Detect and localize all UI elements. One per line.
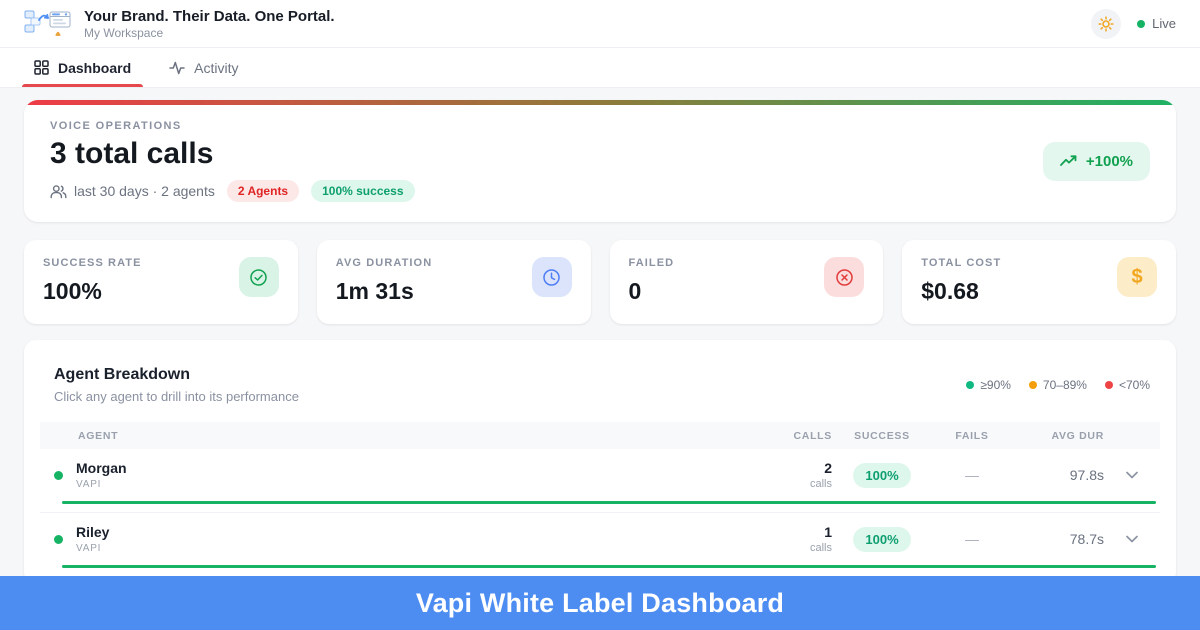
legend-dot-amber-icon [1028, 381, 1037, 389]
theme-toggle-button[interactable] [1091, 8, 1122, 39]
activity-icon [169, 61, 185, 75]
sun-icon [1098, 15, 1114, 32]
col-agent: AGENT [78, 429, 119, 442]
success-progress-bar [62, 501, 1156, 504]
grid-icon [34, 60, 49, 75]
stat-value: 1m 31s [335, 278, 414, 304]
col-success: SUCCESS [854, 429, 910, 442]
trending-up-icon [1059, 155, 1077, 167]
stat-label: TOTAL COST [921, 257, 1002, 269]
tab-bar: Dashboard Activity [0, 48, 1200, 88]
calls-count: 1 [824, 523, 832, 540]
agent-status-dot-icon [54, 470, 63, 480]
chevron-down-icon[interactable] [1104, 530, 1160, 548]
hero-meta-text: last 30 days · 2 agents [74, 183, 215, 199]
legend-dot-green-icon [966, 381, 975, 389]
success-legend: ≥90% 70–89% <70% [966, 378, 1150, 392]
legend-item-red: <70% [1104, 378, 1150, 392]
table-row[interactable]: Riley VAPI 1 calls 100% — 78.7s [40, 513, 1160, 568]
col-calls: CALLS [793, 429, 832, 442]
agent-breakdown-title: Agent Breakdown [54, 366, 191, 383]
row-divider [40, 512, 1160, 513]
top-bar: Your Brand. Their Data. One Portal. My W… [0, 0, 1200, 48]
users-icon [50, 184, 67, 199]
tab-activity[interactable]: Activity [157, 48, 250, 87]
fails-value: — [965, 467, 979, 483]
stat-value: $0.68 [921, 278, 979, 304]
table-row[interactable]: Morgan VAPI 2 calls 100% — 97.8s [40, 449, 1160, 513]
clock-icon [531, 257, 572, 297]
stat-value: 0 [628, 278, 642, 304]
trend-value: +100% [1085, 152, 1133, 170]
col-fails: FAILS [955, 429, 989, 442]
legend-item-amber: 70–89% [1028, 378, 1087, 392]
voice-operations-card: VOICE OPERATIONS 3 total calls last [24, 100, 1176, 222]
total-calls-value: 3 total calls [50, 137, 214, 170]
stat-card-failed: FAILED 0 [609, 240, 884, 324]
fails-value: — [965, 531, 979, 547]
live-status: Live [1137, 16, 1176, 31]
hero-eyebrow: VOICE OPERATIONS [50, 120, 182, 132]
main-content: VOICE OPERATIONS 3 total calls last [0, 88, 1200, 584]
chevron-down-icon[interactable] [1104, 466, 1160, 484]
success-rate-badge: 100% success [311, 180, 415, 202]
tab-dashboard[interactable]: Dashboard [22, 48, 144, 87]
stats-row: SUCCESS RATE 100% AVG DURATION 1m 31s [24, 240, 1176, 324]
calls-unit: calls [809, 477, 832, 490]
stat-label: SUCCESS RATE [43, 257, 142, 269]
tab-activity-label: Activity [194, 59, 239, 76]
agent-name: Morgan [76, 460, 127, 476]
agent-provider: VAPI [76, 543, 102, 554]
calls-count: 2 [824, 459, 832, 476]
avg-duration-value: 78.7s [1069, 531, 1104, 547]
success-progress-bar [62, 565, 1156, 568]
brand: Your Brand. Their Data. One Portal. My W… [24, 8, 335, 40]
success-badge: 100% [853, 526, 911, 552]
bottom-banner: Vapi White Label Dashboard [0, 576, 1200, 630]
agent-provider: VAPI [76, 479, 102, 490]
workspace-label: My Workspace [84, 25, 164, 40]
stat-value: 100% [43, 278, 102, 304]
banner-title: Vapi White Label Dashboard [415, 587, 785, 618]
legend-item-green: ≥90% [966, 378, 1011, 392]
tab-dashboard-label: Dashboard [58, 59, 132, 76]
trend-badge: +100% [1042, 141, 1150, 181]
legend-dot-red-icon [1104, 381, 1113, 389]
live-label: Live [1152, 16, 1176, 31]
stat-label: FAILED [628, 257, 675, 269]
live-dot-icon [1137, 19, 1146, 28]
avg-duration-value: 97.8s [1069, 467, 1104, 483]
stat-label: AVG DURATION [335, 257, 433, 269]
gradient-top-bar [24, 100, 1176, 105]
stat-card-avg-duration: AVG DURATION 1m 31s [316, 240, 591, 324]
table-header: AGENT CALLS SUCCESS FAILS AVG DUR [40, 422, 1160, 449]
stat-card-success-rate: SUCCESS RATE 100% [24, 240, 298, 324]
agents-count-badge: 2 Agents [226, 180, 300, 202]
dollar-icon: $ [1117, 257, 1157, 297]
check-circle-icon [238, 257, 279, 297]
agent-name: Riley [76, 524, 110, 540]
col-avg-dur: AVG DUR [1051, 429, 1104, 442]
brand-logo-icon [24, 8, 72, 40]
agent-status-dot-icon [54, 534, 63, 544]
agent-breakdown-subtitle: Click any agent to drill into its perfor… [54, 389, 299, 404]
stat-card-total-cost: TOTAL COST $0.68 $ [902, 240, 1176, 324]
x-circle-icon [824, 257, 865, 297]
page-title: Your Brand. Their Data. One Portal. [84, 7, 335, 25]
agent-breakdown-card: Agent Breakdown Click any agent to drill… [24, 340, 1176, 584]
success-badge: 100% [853, 462, 911, 488]
calls-unit: calls [809, 541, 832, 554]
